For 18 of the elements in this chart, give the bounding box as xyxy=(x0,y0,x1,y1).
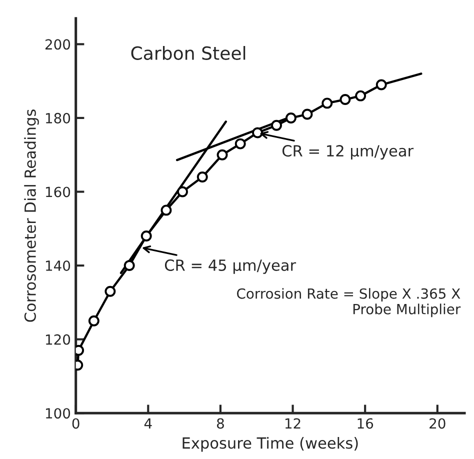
x-tick-label: 4 xyxy=(144,418,152,429)
y-tick-label: 160 xyxy=(46,186,70,198)
x-tick-label: 8 xyxy=(216,418,224,429)
x-axis-title: Exposure Time (weeks) xyxy=(182,436,358,452)
y-tick-label: 200 xyxy=(45,39,70,50)
y-tick-label: 120 xyxy=(46,334,70,345)
x-tick-label: 16 xyxy=(358,418,374,429)
y-axis-title: Corrosometer Dial Readings xyxy=(24,110,39,322)
x-tick-label: 20 xyxy=(430,418,446,429)
annotation: Corrosion Rate = Slope X .365 X Probe Multiplier xyxy=(237,288,461,318)
annotation: CR = 45 µm/year xyxy=(164,259,296,274)
y-tick-label: 180 xyxy=(46,112,70,124)
annotation: CR = 12 µm/year xyxy=(282,145,414,160)
y-tick-label: 100 xyxy=(46,408,70,419)
text: Carbon Steel xyxy=(131,46,246,60)
x-tick-label: 12 xyxy=(285,418,300,429)
y-tick-label: 140 xyxy=(46,260,70,272)
x-tick-label: 0 xyxy=(72,418,80,429)
